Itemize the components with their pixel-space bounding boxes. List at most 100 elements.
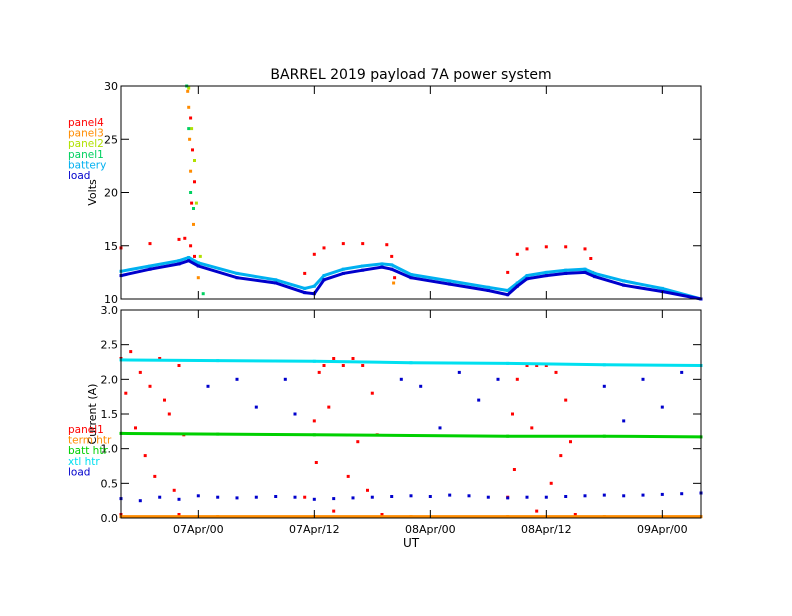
data-point — [512, 468, 516, 471]
data-point — [602, 434, 606, 438]
data-point — [393, 276, 397, 280]
data-point — [193, 159, 196, 162]
data-point — [192, 222, 195, 226]
legend-entry: panel2 — [68, 138, 104, 150]
data-point — [303, 495, 307, 499]
data-point — [312, 284, 316, 288]
data-point — [602, 515, 606, 519]
data-point — [370, 495, 374, 499]
data-point — [496, 377, 500, 381]
data-point — [274, 278, 278, 282]
legend-entry: xtl htr — [68, 456, 100, 468]
data-point — [134, 426, 137, 430]
data-point — [177, 497, 181, 501]
data-point — [525, 277, 529, 281]
data-point — [366, 488, 369, 492]
data-point — [274, 495, 278, 498]
data-point — [569, 440, 572, 444]
data-point — [515, 284, 519, 288]
data-point — [177, 364, 181, 367]
y-tick-label: 10 — [104, 293, 118, 306]
x-tick-label: 07Apr/00 — [173, 523, 224, 536]
data-point — [583, 494, 587, 498]
data-point — [525, 247, 529, 251]
data-point — [602, 493, 606, 497]
data-point — [196, 494, 200, 498]
data-point — [419, 384, 423, 388]
data-point — [564, 495, 568, 498]
data-point — [589, 257, 593, 260]
data-point — [341, 271, 345, 275]
data-point — [477, 398, 481, 402]
data-point — [193, 254, 196, 258]
data-point — [583, 267, 587, 271]
data-point — [216, 515, 220, 519]
data-point — [559, 454, 563, 458]
data-point — [622, 494, 626, 498]
data-point — [370, 391, 374, 395]
data-point — [390, 254, 394, 258]
data-point — [129, 350, 133, 354]
y-axis-label: Volts — [86, 179, 99, 206]
data-point — [196, 264, 200, 268]
data-point — [660, 405, 664, 409]
data-point — [322, 278, 326, 282]
data-point — [390, 263, 394, 267]
data-point — [486, 289, 490, 292]
series-battery-p0 — [119, 255, 703, 301]
data-point — [544, 495, 548, 499]
data-point — [167, 412, 171, 416]
series-xtl-htr-p1 — [119, 358, 703, 367]
data-point — [361, 264, 365, 268]
data-point — [409, 494, 413, 498]
data-point — [198, 254, 202, 258]
data-point — [361, 242, 365, 246]
legend-entry: load — [68, 466, 90, 478]
data-point — [544, 270, 548, 274]
data-point — [593, 275, 597, 279]
y-tick-label: 30 — [104, 80, 118, 93]
data-point — [293, 412, 297, 416]
data-point — [332, 497, 336, 501]
axes-layer — [120, 85, 702, 519]
legend-entry: battery — [68, 159, 106, 171]
data-point — [235, 276, 239, 280]
data-point — [189, 116, 193, 120]
legend-entry: batt htr — [68, 445, 108, 457]
data-point — [341, 364, 345, 367]
series-panel4-p0 — [119, 116, 593, 280]
chart-title: BARREL 2019 payload 7A power system — [270, 67, 551, 83]
data-point — [172, 488, 176, 492]
data-point — [409, 273, 413, 276]
data-point — [549, 481, 553, 485]
data-point — [554, 370, 558, 374]
data-point — [314, 461, 318, 464]
data-point — [189, 169, 193, 173]
data-point — [506, 434, 510, 438]
data-point — [177, 259, 181, 263]
data-point — [544, 245, 548, 249]
data-point — [409, 434, 413, 437]
legend-entry: panel1 — [68, 424, 104, 436]
data-point — [525, 274, 529, 278]
data-point — [506, 515, 510, 519]
data-point — [564, 268, 568, 272]
data-point — [506, 496, 510, 500]
data-point — [351, 357, 355, 360]
data-point — [448, 279, 452, 283]
data-point — [602, 363, 606, 367]
data-point — [390, 495, 394, 498]
data-point — [189, 244, 193, 248]
data-point — [196, 276, 200, 280]
data-point — [602, 384, 606, 388]
y-tick-label: 0.5 — [101, 477, 119, 490]
data-point — [564, 245, 568, 249]
x-tick-label: 08Apr/12 — [521, 523, 572, 536]
data-point — [332, 509, 336, 513]
data-point — [216, 432, 220, 436]
data-point — [438, 426, 442, 430]
data-point — [191, 148, 194, 152]
data-point — [190, 201, 194, 205]
plot-frame — [120, 85, 702, 300]
